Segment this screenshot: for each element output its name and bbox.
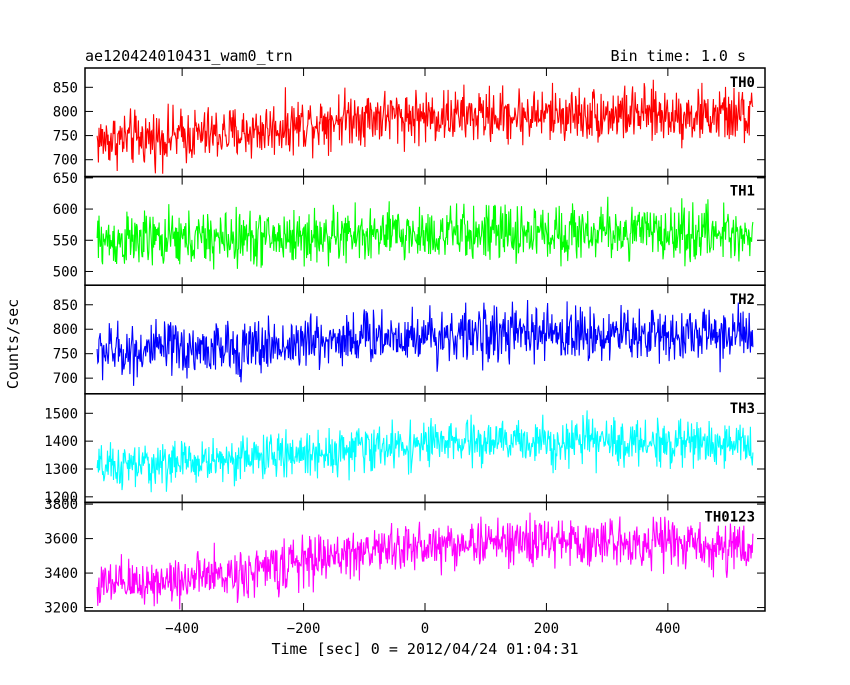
y-tick-label: 1400 — [44, 434, 78, 450]
y-tick-label: 850 — [53, 80, 78, 96]
x-tick-label: 0 — [421, 621, 429, 637]
y-tick-label: 3200 — [44, 601, 78, 617]
series-line-th0 — [96, 79, 754, 174]
y-tick-label: 700 — [53, 371, 78, 387]
y-tick-label: 750 — [53, 129, 78, 145]
panel-label: TH0 — [730, 75, 755, 91]
y-tick-label: 1500 — [44, 406, 78, 422]
panel-label: TH2 — [730, 292, 755, 308]
y-tick-label: 3600 — [44, 532, 78, 548]
x-tick-label: −200 — [287, 621, 321, 637]
y-tick-label: 800 — [53, 322, 78, 338]
y-tick-label: 3400 — [44, 566, 78, 582]
panel-label: TH1 — [730, 184, 755, 200]
y-axis-title: Counts/sec — [4, 299, 22, 389]
panel-th2: 700 750 800 850 TH2 — [53, 284, 766, 395]
y-tick-label: 650 — [53, 171, 78, 187]
y-tick-label: 1300 — [44, 462, 78, 478]
y-tick-label: 700 — [53, 153, 78, 169]
panel-label: TH0123 — [704, 509, 755, 525]
series-line-th0123 — [96, 512, 754, 610]
panel-th0: 700 750 800 850 TH0 — [53, 67, 766, 178]
y-tick-label: 800 — [53, 104, 78, 120]
y-tick-label: 1200 — [44, 490, 78, 506]
x-tick-label: 200 — [534, 621, 559, 637]
panel-th3: 1200 1300 1400 1500 TH3 — [44, 393, 766, 506]
panel-th0123: 3200 3400 3600 3800 TH0123 — [44, 497, 766, 617]
y-tick-label: 3800 — [44, 497, 78, 513]
x-axis-title: Time [sec] 0 = 2012/04/24 01:04:31 — [271, 640, 578, 658]
x-tick-label: −400 — [165, 621, 199, 637]
chart-title: ae120424010431_wam0_trn — [85, 47, 293, 65]
y-tick-label: 600 — [53, 202, 78, 218]
series-line-th2 — [96, 299, 754, 386]
y-tick-label: 500 — [53, 264, 78, 280]
x-tick-label: 400 — [655, 621, 680, 637]
panel-label: TH3 — [730, 401, 755, 417]
panel-th1: 500 550 600 650 TH1 — [53, 171, 766, 286]
panels-layer: 700 750 800 850 TH0 500 550 600 650 TH1 700 750 800 8… — [44, 67, 766, 637]
y-tick-label: 750 — [53, 347, 78, 363]
y-tick-label: 850 — [53, 298, 78, 314]
series-line-th1 — [96, 196, 754, 270]
series-line-th3 — [96, 410, 754, 493]
y-tick-label: 550 — [53, 233, 78, 249]
bin-time-label: Bin time: 1.0 s — [611, 47, 746, 65]
